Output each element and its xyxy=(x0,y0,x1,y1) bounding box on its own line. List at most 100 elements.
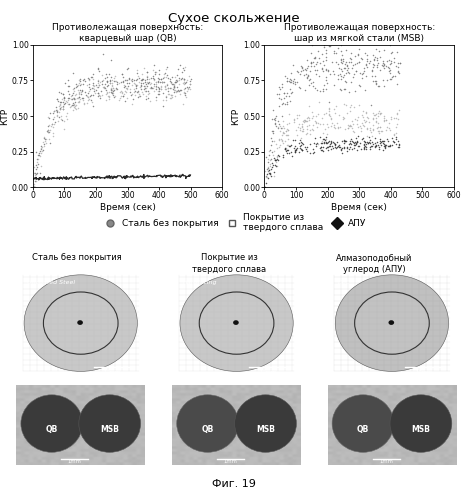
Point xyxy=(34,156,41,164)
Point xyxy=(261,183,269,191)
Point xyxy=(170,82,178,90)
Point xyxy=(375,145,383,153)
Point xyxy=(282,147,289,155)
X-axis label: Время (сек): Время (сек) xyxy=(331,203,387,212)
Point xyxy=(57,103,65,111)
Point xyxy=(376,82,383,90)
Point xyxy=(270,173,278,181)
Point xyxy=(304,62,312,70)
Point xyxy=(285,142,293,150)
Point xyxy=(373,77,380,85)
Point xyxy=(80,100,88,108)
Point xyxy=(282,131,290,139)
Point xyxy=(337,75,345,83)
Point xyxy=(324,138,331,146)
Point xyxy=(368,142,375,150)
Ellipse shape xyxy=(45,293,117,353)
Point xyxy=(152,82,160,90)
Point xyxy=(309,58,317,66)
Point xyxy=(340,55,347,63)
Point xyxy=(305,102,312,110)
Point xyxy=(141,83,149,91)
Point xyxy=(281,144,289,152)
Point xyxy=(328,114,335,122)
Point xyxy=(322,66,329,74)
Point xyxy=(292,145,300,153)
Point xyxy=(145,89,153,97)
Point xyxy=(57,105,64,113)
Ellipse shape xyxy=(21,395,83,452)
Point xyxy=(293,78,300,86)
Point xyxy=(100,83,108,91)
Point xyxy=(394,110,401,118)
Point xyxy=(293,144,301,152)
Point xyxy=(102,96,110,104)
Point xyxy=(339,72,347,80)
Point xyxy=(89,91,96,99)
Point xyxy=(172,73,179,81)
Point xyxy=(386,141,393,149)
Point xyxy=(110,89,117,97)
Point xyxy=(336,123,344,131)
Point xyxy=(347,78,354,86)
Point xyxy=(330,121,338,129)
Point xyxy=(366,124,373,132)
Point xyxy=(341,139,348,147)
Point xyxy=(377,109,385,117)
Point xyxy=(66,103,74,111)
Point xyxy=(313,123,321,131)
Point xyxy=(366,139,373,147)
Point xyxy=(66,90,73,98)
Point xyxy=(303,129,311,137)
Point xyxy=(365,58,373,66)
Point xyxy=(384,142,391,150)
Point xyxy=(371,53,379,61)
Point xyxy=(73,80,80,88)
Point xyxy=(295,83,303,91)
Point xyxy=(385,63,392,71)
Circle shape xyxy=(388,320,394,325)
Point xyxy=(76,79,83,87)
Point xyxy=(119,92,126,100)
Point xyxy=(353,140,360,148)
Point xyxy=(77,88,85,96)
Point xyxy=(346,122,353,130)
Point xyxy=(133,66,141,74)
Point xyxy=(183,87,190,95)
Point xyxy=(374,141,381,149)
Point xyxy=(354,146,361,154)
Point xyxy=(155,75,163,83)
Point xyxy=(43,127,51,135)
Point xyxy=(173,71,181,79)
Point xyxy=(291,148,299,156)
Circle shape xyxy=(233,320,239,325)
Point xyxy=(376,53,384,61)
Point xyxy=(87,91,95,99)
Point xyxy=(108,86,116,94)
Text: 10mm: 10mm xyxy=(104,370,121,375)
Point xyxy=(322,133,330,141)
Point xyxy=(153,68,160,76)
Point xyxy=(133,69,141,77)
Point xyxy=(155,87,162,95)
Point xyxy=(313,118,320,126)
Point xyxy=(391,130,398,138)
Point xyxy=(354,123,362,131)
Point xyxy=(271,120,279,128)
Point xyxy=(124,65,131,73)
Point xyxy=(389,137,396,145)
Point xyxy=(385,119,392,127)
Point xyxy=(164,84,171,92)
Point xyxy=(279,139,287,147)
Point xyxy=(372,71,379,79)
Point xyxy=(356,69,364,77)
Point xyxy=(50,129,57,137)
Point xyxy=(332,58,340,66)
Point xyxy=(340,100,347,108)
Point xyxy=(144,73,151,81)
Point xyxy=(107,79,114,87)
Point xyxy=(72,104,79,112)
Point xyxy=(373,114,380,122)
Point xyxy=(95,77,102,85)
Point xyxy=(132,84,140,92)
